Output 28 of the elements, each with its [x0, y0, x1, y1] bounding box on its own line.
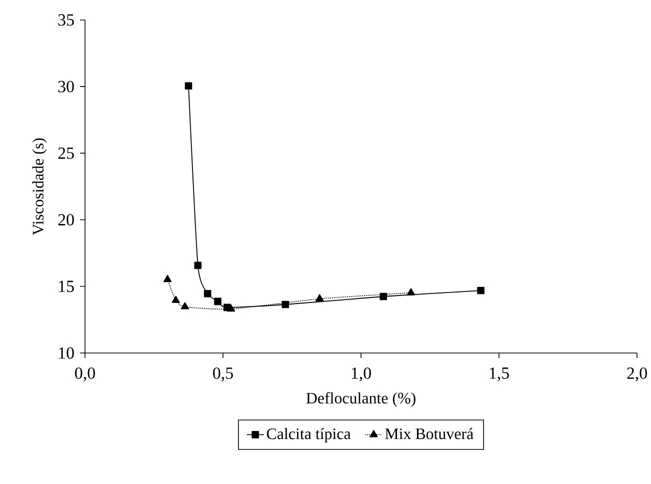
y-tick-label: 15 — [59, 280, 74, 292]
point — [214, 298, 222, 306]
point — [180, 302, 189, 310]
y-tick-label: 35 — [58, 14, 74, 26]
y-tick-label: 20 — [58, 214, 74, 226]
x-tick-label: 1,0 — [352, 367, 371, 382]
x-tick-label: 1,5 — [490, 367, 509, 382]
y-axis-title: Viscosidade (s) — [32, 138, 47, 236]
point — [194, 262, 202, 269]
x-axis-title: Defloculante (%) — [306, 392, 416, 407]
point — [406, 288, 416, 296]
y-tick-label: 30 — [58, 80, 74, 92]
point — [184, 82, 192, 90]
point — [380, 292, 387, 300]
point — [163, 274, 172, 282]
point — [282, 300, 290, 308]
point — [226, 304, 236, 312]
y-tick-label: 25 — [58, 147, 74, 159]
point — [477, 286, 484, 294]
point — [204, 290, 212, 298]
x-tick-label: 0,5 — [213, 367, 233, 382]
point — [316, 294, 324, 302]
x-tick-label: 0,0 — [75, 367, 95, 382]
point — [172, 296, 180, 303]
legend-label: Mix Botuverá — [385, 428, 474, 440]
legend-label: Calcita típica — [266, 428, 351, 442]
y-tick-label: 10 — [59, 347, 74, 359]
x-tick-label: 2,0 — [627, 367, 647, 382]
